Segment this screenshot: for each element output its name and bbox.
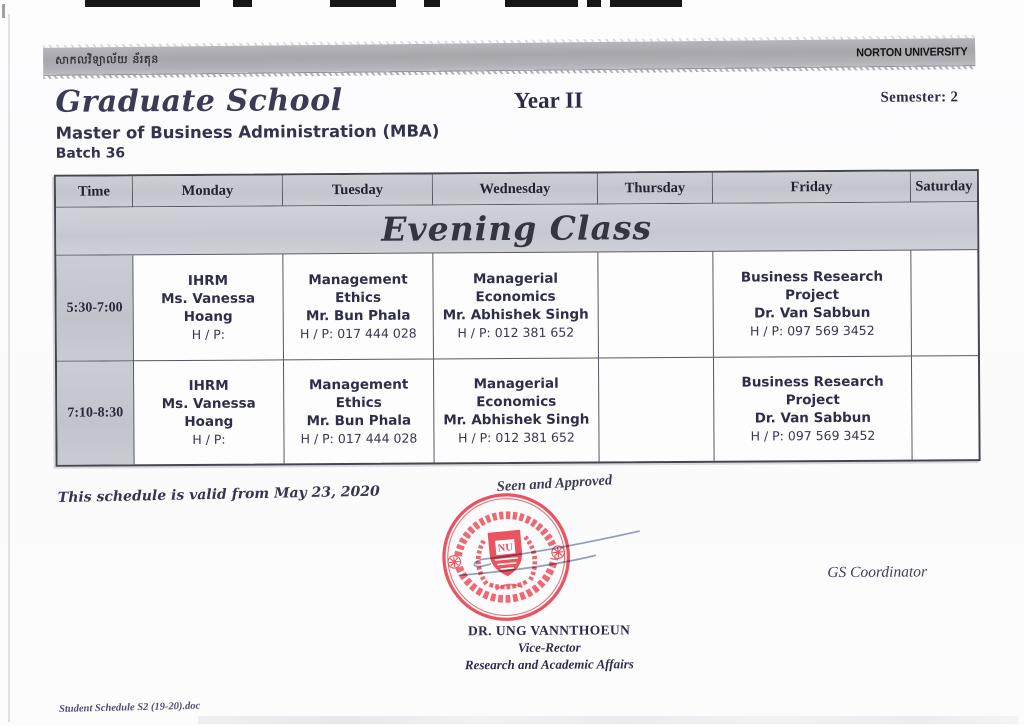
university-name-khmer: សាកលវិទ្យាល័យ ន័រតុន bbox=[55, 52, 159, 67]
course-contact: H / P: bbox=[192, 431, 226, 447]
course-contact: H / P: 012 381 652 bbox=[457, 324, 575, 340]
validity-note: This schedule is valid from May 23, 2020 bbox=[57, 483, 380, 507]
rosette-icon bbox=[447, 555, 462, 569]
scan-artifact-top bbox=[85, 0, 200, 7]
course-info: Managerial Economics Mr. Abhishek Singh bbox=[443, 375, 590, 428]
course-contact: H / P: 097 569 3452 bbox=[750, 427, 876, 444]
schedule-cell-thursday-empty bbox=[598, 357, 715, 462]
course-contact: H / P: 097 569 3452 bbox=[749, 322, 875, 339]
document-filename: Student Schedule S2 (19-20).doc bbox=[58, 700, 201, 716]
coordinator-label: GS Coordinator bbox=[827, 563, 928, 582]
column-header-monday: Monday bbox=[132, 175, 284, 208]
letterhead-banner: សាកលវិទ្យាល័យ ន័រតុន NORTON UNIVERSITY bbox=[43, 38, 976, 75]
schedule-cell-saturday-empty bbox=[912, 356, 979, 459]
schedule-cell-saturday-empty bbox=[911, 250, 978, 357]
course-contact: H / P: bbox=[191, 326, 226, 342]
column-header-wednesday: Wednesday bbox=[432, 173, 599, 206]
scan-artifact-bottom-band bbox=[198, 716, 1018, 724]
scan-artifact-top bbox=[330, 0, 396, 7]
scan-artifact-top bbox=[233, 0, 252, 7]
scan-artifact-top bbox=[424, 0, 440, 7]
schedule-cell-wednesday: Managerial Economics Mr. Abhishek Singh … bbox=[433, 252, 599, 360]
course-info: Management Ethics Mr. Bun Phala bbox=[306, 376, 412, 429]
course-contact: H / P: 017 444 028 bbox=[299, 325, 417, 341]
schedule-cell-tuesday: Management Ethics Mr. Bun Phala H / P: 0… bbox=[283, 359, 435, 464]
session-banner-label: Evening Class bbox=[381, 208, 653, 249]
time-slot: 7:10-8:30 bbox=[56, 361, 135, 465]
approver-title: Vice-Rector bbox=[517, 639, 581, 655]
scan-artifact-top bbox=[587, 0, 601, 7]
signature-graphic bbox=[458, 530, 640, 577]
course-info: IHRM Ms. Vanessa Hoang bbox=[161, 377, 256, 430]
school-title: Graduate School bbox=[55, 83, 343, 120]
schedule-cell-friday: Business Research Project Dr. Van Sabbun… bbox=[713, 356, 913, 461]
scan-artifact-corner bbox=[2, 4, 5, 18]
year-label: Year II bbox=[513, 87, 584, 113]
approver-block: DR. UNG VANNTHOEUN Vice-Rector Research … bbox=[427, 622, 672, 673]
course-info: Business Research Project Dr. Van Sabbun bbox=[740, 268, 884, 322]
course-contact: H / P: 012 381 652 bbox=[458, 429, 575, 445]
course-info: IHRM Ms. Vanessa Hoang bbox=[161, 272, 256, 325]
course-info: Managerial Economics Mr. Abhishek Singh bbox=[442, 270, 589, 323]
session-banner: Evening Class bbox=[56, 202, 978, 256]
column-header-saturday: Saturday bbox=[910, 171, 978, 203]
seal-initials: NU bbox=[497, 542, 514, 554]
schedule-cell-thursday-empty bbox=[598, 251, 714, 359]
semester-label: Semester: 2 bbox=[880, 89, 959, 106]
batch-label: Batch 36 bbox=[55, 145, 126, 162]
schedule-cell-monday: IHRM Ms. Vanessa Hoang H / P: bbox=[133, 360, 285, 465]
university-name: NORTON UNIVERSITY bbox=[855, 45, 968, 59]
schedule-table: Time Monday Tuesday Wednesday Thursday F… bbox=[53, 169, 981, 467]
column-header-thursday: Thursday bbox=[597, 172, 714, 205]
course-info: Business Research Project Dr. Van Sabbun bbox=[741, 373, 884, 427]
course-info: Management Ethics Mr. Bun Phala bbox=[305, 271, 411, 324]
schedule-cell-wednesday: Managerial Economics Mr. Abhishek Singh … bbox=[433, 358, 600, 463]
column-header-tuesday: Tuesday bbox=[282, 174, 434, 207]
program-title: Master of Business Administration (MBA) bbox=[55, 121, 440, 143]
schedule-cell-friday: Business Research Project Dr. Van Sabbun… bbox=[713, 250, 912, 358]
scan-artifact-left-line bbox=[8, 14, 10, 722]
column-header-friday: Friday bbox=[712, 171, 912, 204]
scan-artifact-top bbox=[505, 0, 578, 7]
course-contact: H / P: 017 444 028 bbox=[300, 430, 418, 446]
schedule-cell-tuesday: Management Ethics Mr. Bun Phala H / P: 0… bbox=[283, 253, 434, 361]
column-header-time: Time bbox=[55, 176, 134, 208]
scan-artifact-top bbox=[610, 0, 682, 7]
approver-department: Research and Academic Affairs bbox=[464, 656, 634, 673]
signature bbox=[443, 519, 658, 590]
schedule-cell-monday: IHRM Ms. Vanessa Hoang H / P: bbox=[133, 254, 284, 362]
time-slot: 5:30-7:00 bbox=[56, 255, 134, 362]
